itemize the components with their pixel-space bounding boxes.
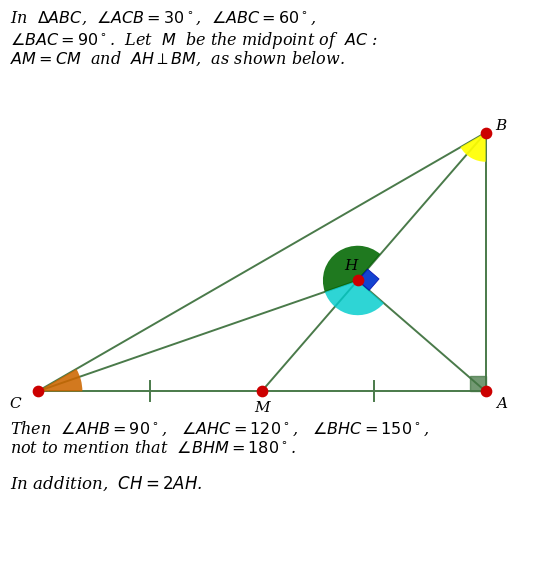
Text: B: B <box>496 119 507 133</box>
Text: In addition,  $CH = 2AH$.: In addition, $CH = 2AH$. <box>10 475 203 493</box>
Text: not to mention that  $\angle BHM = 180^\circ$.: not to mention that $\angle BHM = 180^\c… <box>10 440 296 457</box>
Wedge shape <box>460 133 485 162</box>
Text: A: A <box>496 397 507 410</box>
Text: M: M <box>254 401 270 415</box>
Wedge shape <box>325 280 384 315</box>
Point <box>33 387 42 396</box>
Point <box>481 387 490 396</box>
Text: In  $\Delta ABC$,  $\angle ACB = 30^\circ$,  $\angle ABC = 60^\circ$,: In $\Delta ABC$, $\angle ACB = 30^\circ$… <box>10 10 316 28</box>
Wedge shape <box>323 245 380 292</box>
Polygon shape <box>470 376 485 391</box>
Text: Then  $\angle AHB = 90^\circ$,   $\angle AHC = 120^\circ$,   $\angle BHC = 150^\: Then $\angle AHB = 90^\circ$, $\angle AH… <box>10 420 429 439</box>
Text: $\angle BAC = 90^\circ$.  Let  $M$  be the midpoint of  $AC$ :: $\angle BAC = 90^\circ$. Let $M$ be the … <box>10 30 378 51</box>
Text: $AM = CM$  and  $AH \perp BM$,  as shown below.: $AM = CM$ and $AH \perp BM$, as shown be… <box>10 50 345 68</box>
Point <box>257 387 266 396</box>
Text: H: H <box>344 259 358 273</box>
Point <box>354 276 362 285</box>
Text: C: C <box>10 397 21 410</box>
Polygon shape <box>358 269 379 291</box>
Point <box>481 128 490 137</box>
Wedge shape <box>37 369 82 391</box>
